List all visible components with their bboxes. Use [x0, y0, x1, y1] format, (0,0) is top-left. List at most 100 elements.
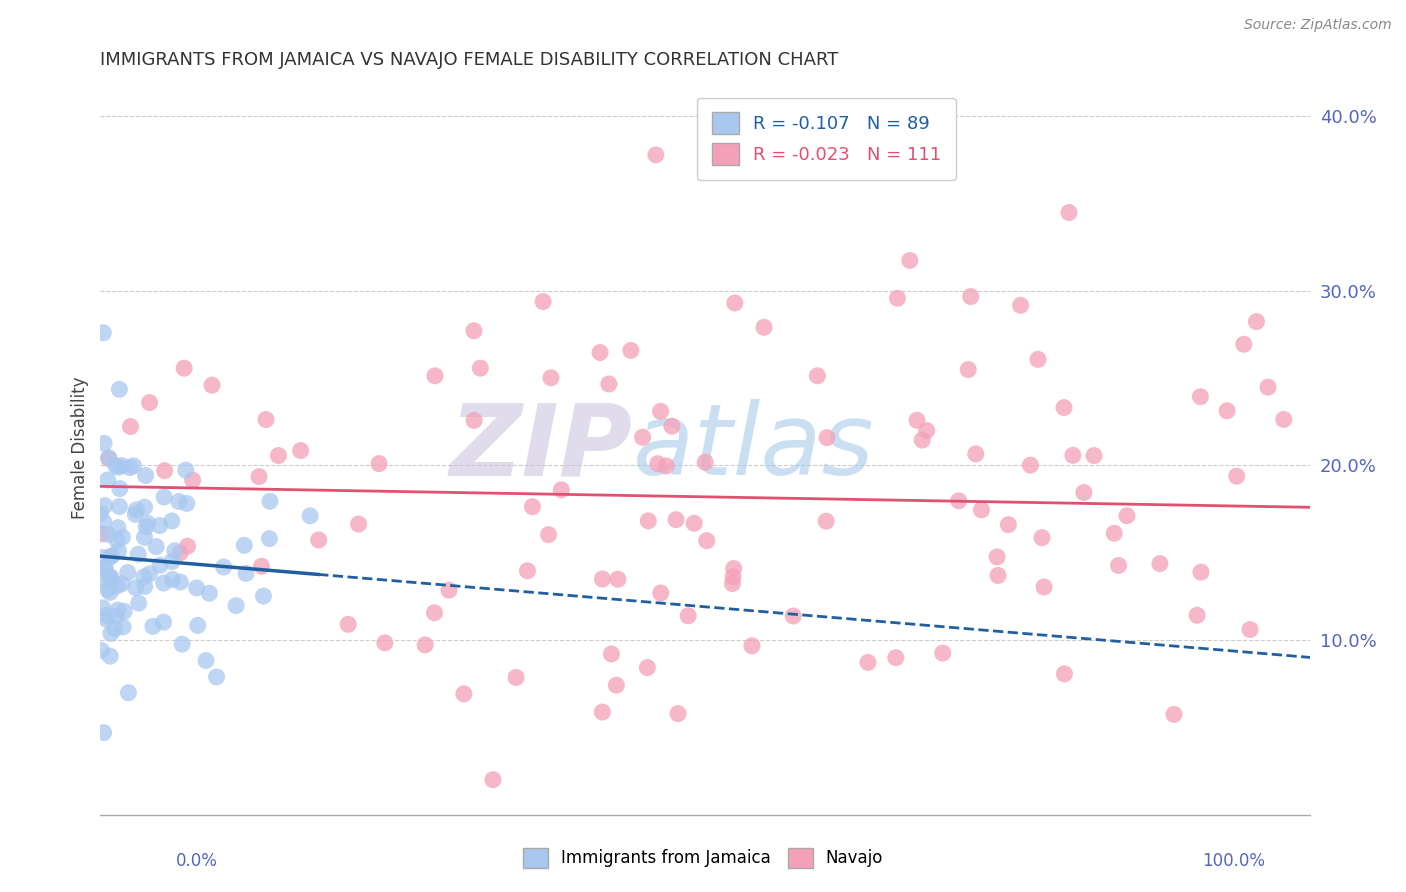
Point [201, 378, 224, 392]
Point [721, 570, 744, 584]
Point [423, 606, 446, 620]
Point [98, 569, 121, 583]
Point [299, 508, 322, 523]
Point [135, 468, 157, 483]
Point [666, 706, 689, 721]
Point [905, 413, 928, 427]
Point [676, 608, 699, 623]
Point [152, 615, 174, 629]
Point [437, 583, 460, 598]
Point [96, 608, 118, 623]
Point [636, 660, 658, 674]
Point [138, 395, 160, 409]
Point [259, 494, 281, 508]
Point [815, 431, 838, 445]
Point [117, 686, 139, 700]
Point [463, 413, 485, 427]
Point [591, 705, 613, 719]
Point [162, 573, 184, 587]
Point [1053, 401, 1076, 415]
Point [606, 572, 628, 586]
Point [665, 513, 688, 527]
Point [142, 619, 165, 633]
Point [105, 609, 128, 624]
Point [695, 455, 717, 469]
Point [741, 639, 763, 653]
Point [637, 514, 659, 528]
Text: 0.0%: 0.0% [176, 852, 218, 870]
Point [172, 637, 194, 651]
Point [149, 518, 172, 533]
Point [337, 617, 360, 632]
Point [957, 362, 980, 376]
Point [752, 320, 775, 334]
Point [290, 443, 312, 458]
Point [160, 514, 183, 528]
Text: ZIP: ZIP [450, 400, 633, 497]
Point [631, 430, 654, 444]
Point [453, 687, 475, 701]
Point [169, 575, 191, 590]
Point [723, 561, 745, 575]
Point [724, 296, 747, 310]
Text: IMMIGRANTS FROM JAMAICA VS NAVAJO FEMALE DISABILITY CORRELATION CHART: IMMIGRANTS FROM JAMAICA VS NAVAJO FEMALE… [100, 51, 839, 69]
Point [153, 464, 176, 478]
Point [98, 649, 121, 664]
Point [174, 463, 197, 477]
Text: Source: ZipAtlas.com: Source: ZipAtlas.com [1244, 18, 1392, 32]
Point [134, 500, 156, 515]
Point [107, 520, 129, 534]
Point [91, 326, 114, 340]
Point [235, 566, 257, 581]
Point [806, 368, 828, 383]
Point [98, 549, 121, 564]
Point [598, 376, 620, 391]
Point [122, 458, 145, 473]
Point [1246, 315, 1268, 329]
Point [505, 670, 527, 684]
Point [134, 579, 156, 593]
Point [856, 656, 879, 670]
Point [644, 148, 666, 162]
Point [134, 530, 156, 544]
Point [153, 490, 176, 504]
Point [650, 586, 672, 600]
Point [104, 458, 127, 473]
Point [463, 324, 485, 338]
Point [111, 458, 134, 473]
Point [259, 532, 281, 546]
Point [1083, 449, 1105, 463]
Point [1163, 707, 1185, 722]
Point [169, 546, 191, 560]
Point [91, 574, 114, 588]
Point [194, 654, 217, 668]
Point [1272, 412, 1295, 426]
Point [605, 678, 627, 692]
Point [108, 500, 131, 514]
Point [1189, 565, 1212, 579]
Point [600, 647, 623, 661]
Point [105, 579, 128, 593]
Point [128, 596, 150, 610]
Point [163, 543, 186, 558]
Point [97, 582, 120, 597]
Point [970, 503, 993, 517]
Point [152, 576, 174, 591]
Point [117, 566, 139, 580]
Point [111, 530, 134, 544]
Point [374, 636, 396, 650]
Point [413, 638, 436, 652]
Point [138, 566, 160, 581]
Point [107, 460, 129, 475]
Point [98, 585, 121, 599]
Point [482, 772, 505, 787]
Point [898, 253, 921, 268]
Point [93, 436, 115, 450]
Point [212, 560, 235, 574]
Point [252, 589, 274, 603]
Legend: R = -0.107   N = 89, R = -0.023   N = 111: R = -0.107 N = 89, R = -0.023 N = 111 [697, 98, 956, 179]
Point [254, 412, 277, 426]
Point [111, 576, 134, 591]
Point [986, 549, 1008, 564]
Text: atlas: atlas [633, 400, 875, 497]
